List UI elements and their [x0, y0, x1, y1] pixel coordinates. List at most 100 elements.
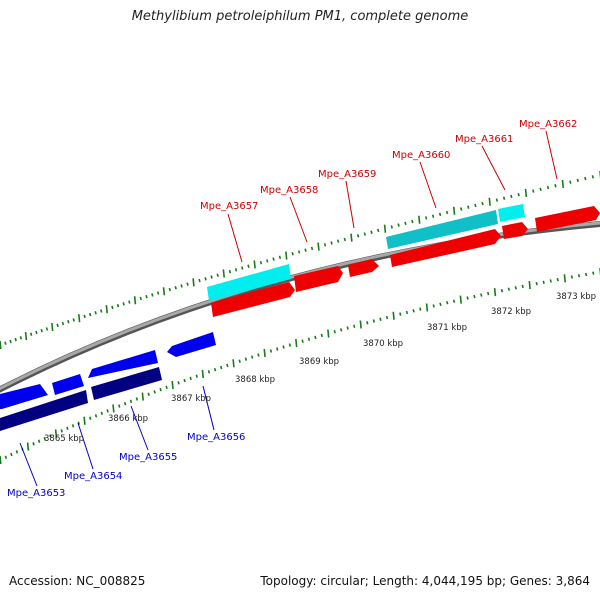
gene-label-forward[interactable]: Mpe_A3659: [318, 169, 376, 180]
ruler-tick: [147, 392, 150, 396]
gene-label-leaders: [19, 130, 558, 487]
ruler-tick: [89, 416, 92, 420]
ruler-tick: [19, 336, 22, 340]
ruler-tick: [359, 320, 362, 329]
ruler-tick: [432, 304, 435, 308]
label-leader: [19, 442, 38, 487]
ruler-tick: [521, 284, 524, 289]
ruler-tick: [304, 248, 307, 252]
forward-gene-bar[interactable]: [498, 204, 525, 222]
forward-cds-arrow[interactable]: [502, 222, 528, 239]
ruler-tick: [30, 332, 33, 336]
ruler-tick: [372, 319, 376, 323]
gene-label-forward[interactable]: Mpe_A3660: [392, 150, 450, 161]
gene-label-reverse[interactable]: Mpe_A3654: [64, 471, 122, 482]
ruler-tick: [301, 339, 304, 343]
ruler-tick: [356, 234, 360, 238]
gene-label-reverse[interactable]: Mpe_A3655: [119, 452, 177, 463]
forward-cds-arrow[interactable]: [348, 259, 379, 277]
ruler-tick: [314, 335, 317, 340]
ruler-tick: [49, 434, 52, 438]
ruler-tick: [333, 330, 336, 334]
ruler-tick: [517, 192, 520, 197]
ruler-tick: [77, 314, 81, 323]
ruler-tick: [276, 347, 279, 351]
ruler-tick: [591, 175, 595, 179]
gene-label-forward[interactable]: Mpe_A3658: [260, 185, 318, 196]
ruler-tick: [363, 232, 366, 236]
ruler-tick: [307, 337, 311, 341]
ruler-tick: [323, 243, 327, 247]
ruler-tick: [554, 184, 557, 188]
forward-cds-arrow[interactable]: [535, 206, 600, 232]
accession-text: Accession: NC_008825: [9, 574, 146, 588]
ruler-tick: [14, 337, 17, 342]
forward-gene-bar[interactable]: [207, 264, 291, 301]
gene-label-forward[interactable]: Mpe_A3657: [200, 201, 258, 212]
ruler-tick: [51, 323, 54, 332]
ruler-tick: [26, 442, 30, 451]
ruler-tick: [213, 367, 217, 372]
reverse-cds-arrow[interactable]: [0, 384, 48, 409]
label-leader: [481, 145, 506, 191]
gene-label-reverse[interactable]: Mpe_A3656: [187, 432, 245, 443]
ruler-tick: [133, 296, 137, 305]
reverse-cds-arrow[interactable]: [88, 350, 158, 378]
ruler-tick: [397, 223, 400, 227]
ruler-tick: [66, 426, 69, 431]
ruler-tick: [539, 187, 542, 192]
ruler-tick: [320, 333, 324, 338]
ruler-tick: [198, 278, 201, 283]
ruler-tick: [162, 287, 166, 296]
ruler-tick: [139, 296, 142, 301]
gene-label-reverse[interactable]: Mpe_A3653: [7, 488, 65, 499]
ruler-tick: [377, 228, 380, 233]
reverse-gene-bar[interactable]: [0, 390, 88, 431]
reverse-cds-arrow[interactable]: [52, 374, 84, 395]
ruler-tick: [295, 339, 298, 348]
ruler-tick: [135, 397, 139, 401]
ruler-tick: [145, 294, 148, 299]
ruler-tick: [216, 273, 219, 277]
ruler-tick: [297, 250, 301, 254]
ruler-tick: [514, 286, 517, 290]
ruler-label: 3872 kbp: [491, 307, 531, 317]
forward-cds-arrow[interactable]: [211, 282, 295, 317]
tick-row-upper: [0, 171, 600, 350]
ruler-tick: [561, 179, 565, 189]
ruler-tick: [350, 233, 353, 242]
ruler-tick: [220, 365, 223, 370]
ruler-tick: [592, 271, 595, 275]
forward-cds-arrow[interactable]: [390, 229, 501, 267]
ruler-tick: [183, 378, 186, 383]
ruler-tick: [241, 266, 244, 270]
ruler-tick: [466, 296, 469, 300]
gene-label-forward[interactable]: Mpe_A3662: [519, 119, 577, 130]
ruler-tick: [40, 328, 43, 333]
ruler-tick: [123, 401, 127, 406]
ruler-tick: [486, 291, 490, 296]
ruler-tick: [259, 260, 263, 265]
ruler-tick: [425, 303, 429, 312]
ruler-tick: [111, 305, 114, 310]
ruler-tick: [569, 180, 572, 184]
forward-gene-bar[interactable]: [386, 210, 498, 249]
ruler-tick: [535, 281, 538, 286]
reverse-cds-arrow[interactable]: [167, 332, 216, 357]
ruler-tick: [563, 274, 567, 283]
ruler-tick: [105, 305, 108, 314]
gene-label-forward[interactable]: Mpe_A3661: [455, 134, 513, 145]
ruler-label: 3866 kbp: [108, 414, 148, 424]
ruler-tick: [4, 341, 7, 345]
ruler-tick: [346, 326, 349, 330]
ruler-tick: [141, 392, 144, 401]
ruler-tick: [576, 178, 579, 183]
ruler-tick: [438, 212, 442, 217]
forward-cds-arrow[interactable]: [294, 266, 343, 292]
ruler-tick: [204, 277, 207, 281]
ruler-tick: [72, 318, 75, 322]
ruler-tick: [577, 274, 581, 278]
tick-row-lower: [0, 268, 600, 465]
reverse-gene-bar[interactable]: [91, 367, 162, 400]
ruler-tick: [56, 323, 59, 328]
